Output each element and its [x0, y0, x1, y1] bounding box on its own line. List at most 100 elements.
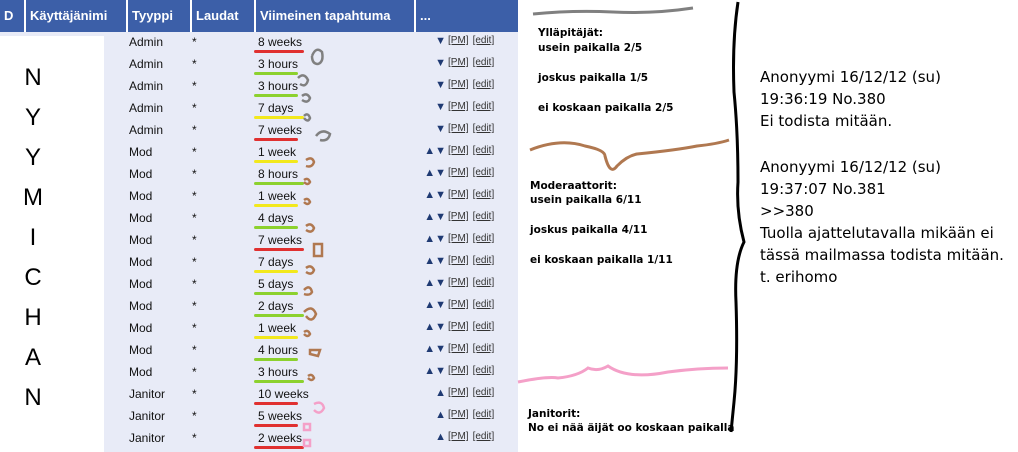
- grey-scribble: [315, 130, 332, 142]
- pm-link[interactable]: [PM]: [448, 79, 469, 90]
- row-actions: [PM] [edit]: [448, 277, 498, 288]
- pm-link[interactable]: [PM]: [448, 387, 469, 398]
- pink-scribble: [313, 401, 326, 414]
- pm-link[interactable]: [PM]: [448, 431, 469, 442]
- row-sort-arrows[interactable]: ▼: [435, 123, 446, 135]
- admins-sometimes: joskus paikalla 1/5: [538, 72, 649, 84]
- row-sort-arrows[interactable]: ▲▼: [424, 233, 446, 245]
- column-header-type[interactable]: Tyyppi: [128, 0, 192, 32]
- event-underline-mark: [254, 138, 298, 141]
- redacted-letter: C: [24, 264, 42, 291]
- edit-link[interactable]: [edit]: [472, 277, 495, 288]
- row-sort-arrows[interactable]: ▲: [435, 409, 446, 421]
- column-header-last-event[interactable]: Viimeinen tapahtuma: [256, 0, 416, 32]
- pm-link[interactable]: [PM]: [448, 409, 469, 420]
- event-underline-mark: [254, 292, 298, 295]
- row-type: Admin: [129, 123, 164, 137]
- edit-link[interactable]: [edit]: [472, 299, 495, 310]
- mods-divider: [529, 138, 730, 171]
- edit-link[interactable]: [edit]: [472, 145, 495, 156]
- row-type: Mod: [129, 343, 153, 357]
- pm-link[interactable]: [PM]: [448, 189, 469, 200]
- row-sort-arrows[interactable]: ▼: [435, 35, 446, 47]
- row-sort-arrows[interactable]: ▲▼: [424, 189, 446, 201]
- row-sort-arrows[interactable]: ▼: [435, 101, 446, 113]
- row-boards: *: [192, 57, 197, 71]
- pm-link[interactable]: [PM]: [448, 277, 469, 288]
- pm-link[interactable]: [PM]: [448, 145, 469, 156]
- column-header-more: ...: [420, 8, 431, 23]
- row-sort-arrows[interactable]: ▲▼: [424, 277, 446, 289]
- edit-link[interactable]: [edit]: [472, 343, 495, 354]
- edit-link[interactable]: [edit]: [472, 101, 495, 112]
- redacted-letter: N: [24, 64, 42, 91]
- edit-link[interactable]: [edit]: [472, 321, 495, 332]
- pm-link[interactable]: [PM]: [448, 321, 469, 332]
- pm-link[interactable]: [PM]: [448, 343, 469, 354]
- pm-link[interactable]: [PM]: [448, 35, 469, 46]
- row-sort-arrows[interactable]: ▲▼: [424, 211, 446, 223]
- row-type: Mod: [129, 299, 153, 313]
- pm-link[interactable]: [PM]: [448, 299, 469, 310]
- staff-table-panel: D Käyttäjänimi Tyyppi Laudat Viimeinen t…: [0, 0, 518, 452]
- row-actions: [PM] [edit]: [448, 255, 498, 266]
- row-sort-arrows[interactable]: ▲▼: [424, 255, 446, 267]
- edit-link[interactable]: [edit]: [472, 233, 495, 244]
- pm-link[interactable]: [PM]: [448, 57, 469, 68]
- row-type: Mod: [129, 365, 153, 379]
- edit-link[interactable]: [edit]: [472, 431, 495, 442]
- event-underline-mark: [254, 204, 298, 207]
- pm-link[interactable]: [PM]: [448, 365, 469, 376]
- row-last-event: 1 week: [258, 145, 297, 159]
- edit-link[interactable]: [edit]: [472, 387, 495, 398]
- row-sort-arrows[interactable]: ▼: [435, 57, 446, 69]
- row-sort-arrows[interactable]: ▲▼: [424, 365, 446, 377]
- edit-link[interactable]: [edit]: [472, 167, 495, 178]
- row-sort-arrows[interactable]: ▲▼: [424, 145, 446, 157]
- pm-link[interactable]: [PM]: [448, 233, 469, 244]
- redacted-letter: Y: [24, 104, 41, 131]
- row-sort-arrows[interactable]: ▲: [435, 431, 446, 443]
- edit-link[interactable]: [edit]: [472, 57, 495, 68]
- row-actions: [PM] [edit]: [448, 321, 498, 332]
- edit-link[interactable]: [edit]: [472, 123, 495, 134]
- row-sort-arrows[interactable]: ▼: [435, 79, 446, 91]
- table-row: Admin * 8 weeks ▼ [PM] [edit]: [104, 32, 518, 54]
- event-underline-mark: [254, 160, 298, 163]
- row-actions: [PM] [edit]: [448, 167, 498, 178]
- row-sort-arrows[interactable]: ▲▼: [424, 321, 446, 333]
- pm-link[interactable]: [PM]: [448, 255, 469, 266]
- edit-link[interactable]: [edit]: [472, 211, 495, 222]
- redacted-letter: H: [24, 304, 42, 331]
- row-actions: [PM] [edit]: [448, 35, 498, 46]
- edit-link[interactable]: [edit]: [472, 189, 495, 200]
- edit-link[interactable]: [edit]: [472, 255, 495, 266]
- row-boards: *: [192, 79, 197, 93]
- column-header-username[interactable]: Käyttäjänimi: [26, 0, 128, 32]
- post-381-quote[interactable]: >>380: [760, 202, 814, 220]
- edit-link[interactable]: [edit]: [472, 365, 495, 376]
- row-boards: *: [192, 255, 197, 269]
- row-type: Janitor: [129, 409, 166, 423]
- event-underline-mark: [254, 270, 298, 273]
- edit-link[interactable]: [edit]: [472, 409, 495, 420]
- edit-link[interactable]: [edit]: [472, 35, 495, 46]
- edit-link[interactable]: [edit]: [472, 79, 495, 90]
- row-actions: [PM] [edit]: [448, 431, 498, 442]
- row-sort-arrows[interactable]: ▲▼: [424, 167, 446, 179]
- event-underline-mark: [254, 314, 304, 317]
- pm-link[interactable]: [PM]: [448, 211, 469, 222]
- grey-scribble: [303, 113, 312, 122]
- redacted-letter: M: [23, 184, 43, 211]
- pm-link[interactable]: [PM]: [448, 167, 469, 178]
- pm-link[interactable]: [PM]: [448, 123, 469, 134]
- column-header-boards[interactable]: Laudat: [192, 0, 256, 32]
- row-sort-arrows[interactable]: ▲▼: [424, 299, 446, 311]
- row-sort-arrows[interactable]: ▲▼: [424, 343, 446, 355]
- row-type: Admin: [129, 79, 164, 93]
- row-sort-arrows[interactable]: ▲: [435, 387, 446, 399]
- pm-link[interactable]: [PM]: [448, 101, 469, 112]
- table-row: Admin * 3 hours ▼ [PM] [edit]: [104, 76, 518, 98]
- row-last-event: 1 week: [258, 321, 297, 335]
- row-boards: *: [192, 431, 197, 445]
